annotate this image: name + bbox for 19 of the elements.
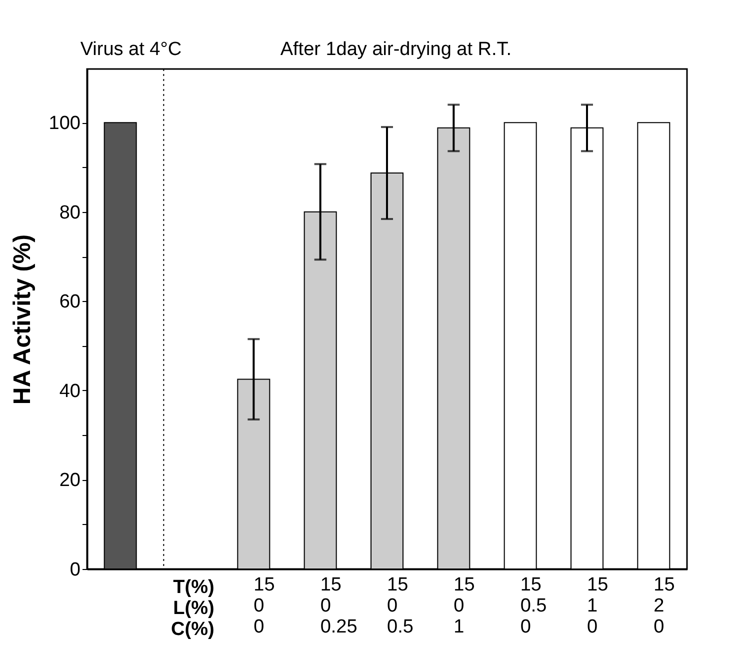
y-tick-label: 20	[59, 470, 80, 492]
y-axis-title: HA Activity (%)	[8, 234, 36, 405]
text: Virus at 4°C	[80, 39, 182, 60]
y-tick-label: 40	[59, 380, 80, 402]
text: T(%)	[173, 577, 214, 598]
x-tick-label: 15 0 0	[254, 574, 275, 638]
text: L(%)	[173, 598, 214, 619]
x-tick-label: 15 0 0.25	[320, 574, 358, 638]
text: C(%)	[171, 619, 214, 640]
text: After 1day air-drying at R.T.	[280, 39, 512, 60]
y-tick-label: 80	[59, 202, 80, 224]
x-tick-label: 15 0.5 0	[520, 574, 547, 638]
x-tick-label: 15 0 1	[454, 574, 475, 638]
y-tick-label: 0	[70, 560, 80, 580]
x-tick-label: 15 0 0.5	[387, 574, 414, 638]
x-tick-label: 15 1 0	[587, 574, 608, 638]
y-tick-label: 60	[59, 292, 80, 313]
y-tick-label: 100	[48, 113, 80, 134]
x-tick-label: 15 2 0	[654, 574, 675, 638]
